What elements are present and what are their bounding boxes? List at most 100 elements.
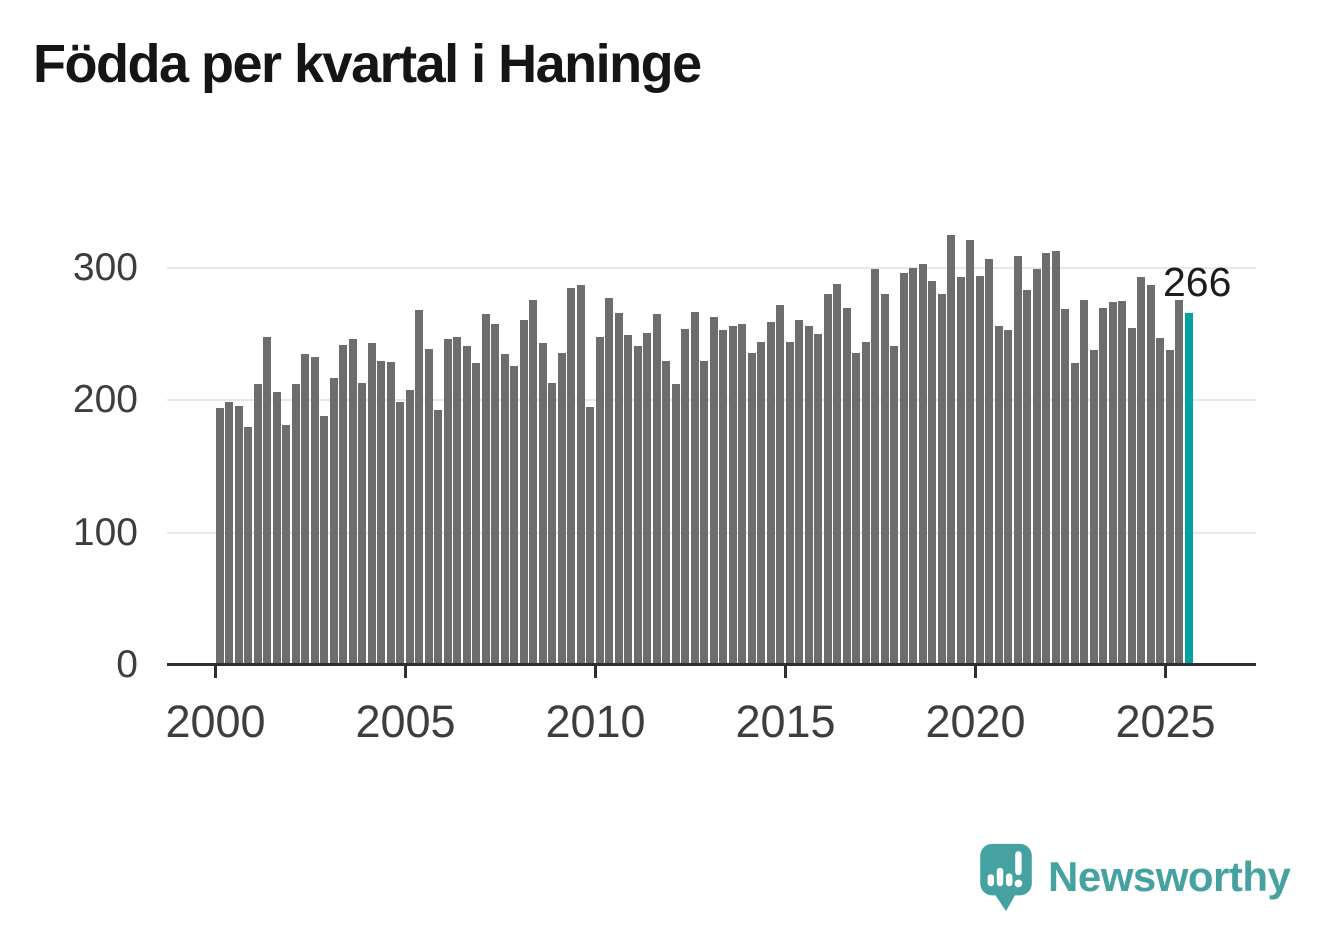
bar	[966, 240, 975, 665]
bar	[1061, 309, 1070, 665]
bar	[244, 426, 253, 665]
bar	[405, 389, 414, 665]
bar	[747, 352, 756, 665]
bar	[567, 287, 576, 665]
bar	[1023, 290, 1032, 665]
bar	[652, 314, 661, 665]
x-axis-tick	[974, 666, 977, 678]
bar	[1042, 253, 1051, 665]
bar	[643, 332, 652, 665]
x-axis-tick	[1164, 666, 1167, 678]
bar	[491, 323, 500, 665]
bar	[263, 336, 272, 665]
bar	[510, 365, 519, 665]
bar	[690, 311, 699, 665]
bar	[890, 346, 899, 665]
bar	[310, 356, 319, 665]
bar	[899, 273, 908, 665]
bar	[1175, 299, 1184, 665]
bar	[1013, 256, 1022, 665]
bar	[880, 294, 889, 665]
y-tick-label: 100	[72, 510, 138, 554]
bar	[823, 294, 832, 665]
bar	[272, 392, 281, 665]
bar	[918, 264, 927, 665]
bar	[386, 361, 395, 665]
bar	[424, 348, 433, 665]
bar	[852, 352, 861, 665]
x-axis-tick	[404, 666, 407, 678]
bar	[225, 401, 234, 665]
bar	[994, 326, 1003, 665]
bar	[462, 346, 471, 665]
bar	[538, 343, 547, 665]
bar	[1127, 327, 1136, 665]
bar	[909, 268, 918, 665]
bar	[785, 342, 794, 665]
bar	[329, 377, 338, 665]
y-tick-label: 0	[116, 643, 138, 686]
bar	[348, 339, 357, 665]
x-axis-line	[167, 663, 1256, 666]
bar	[928, 281, 937, 665]
last-bar-value-label: 266	[1163, 259, 1232, 305]
x-axis-tick	[784, 666, 787, 678]
bar	[1089, 350, 1098, 665]
bar	[614, 312, 623, 665]
gridline	[167, 267, 1256, 269]
bar	[1118, 301, 1127, 665]
chart-title: Födda per kvartal i Haninge	[33, 34, 702, 94]
bar	[358, 383, 367, 665]
bar	[320, 416, 329, 665]
bar	[291, 384, 300, 665]
bar	[1156, 338, 1165, 665]
bar	[975, 275, 984, 665]
bar	[557, 352, 566, 665]
bar	[985, 258, 994, 665]
bar	[871, 269, 880, 665]
bar	[861, 342, 870, 665]
bar	[1099, 307, 1108, 665]
highlighted-bar	[1184, 312, 1193, 665]
bar	[795, 319, 804, 665]
bar	[671, 384, 680, 665]
bar	[396, 401, 405, 665]
y-tick-label: 200	[72, 378, 138, 422]
bar	[529, 299, 538, 665]
bar	[804, 326, 813, 665]
bar	[833, 283, 842, 665]
bar	[1137, 277, 1146, 665]
bar	[548, 383, 557, 665]
bar	[1146, 285, 1155, 665]
bar	[738, 323, 747, 665]
bar	[624, 335, 633, 665]
newsworthy-logo: Newsworthy	[978, 841, 1291, 913]
bar	[757, 342, 766, 665]
x-tick-label: 2000	[165, 696, 266, 747]
x-tick-label: 2010	[545, 696, 646, 747]
x-tick-label: 2015	[735, 696, 836, 747]
bar	[367, 343, 376, 665]
bar	[766, 322, 775, 665]
bar	[282, 425, 291, 665]
bar	[595, 336, 604, 665]
bar	[576, 285, 585, 665]
x-axis-tick	[214, 666, 217, 678]
bar	[443, 339, 452, 665]
bar	[339, 344, 348, 665]
bar	[472, 363, 481, 665]
bar	[481, 314, 490, 665]
bar	[434, 409, 443, 665]
bar	[519, 319, 528, 665]
bar	[956, 277, 965, 665]
bar	[605, 298, 614, 665]
x-tick-label: 2020	[925, 696, 1026, 747]
bar	[253, 384, 262, 665]
x-axis-tick	[594, 666, 597, 678]
bar	[453, 336, 462, 665]
x-tick-label: 2005	[355, 696, 456, 747]
bar	[947, 234, 956, 665]
bar	[500, 354, 509, 665]
newsworthy-wordmark: Newsworthy	[1048, 853, 1291, 900]
